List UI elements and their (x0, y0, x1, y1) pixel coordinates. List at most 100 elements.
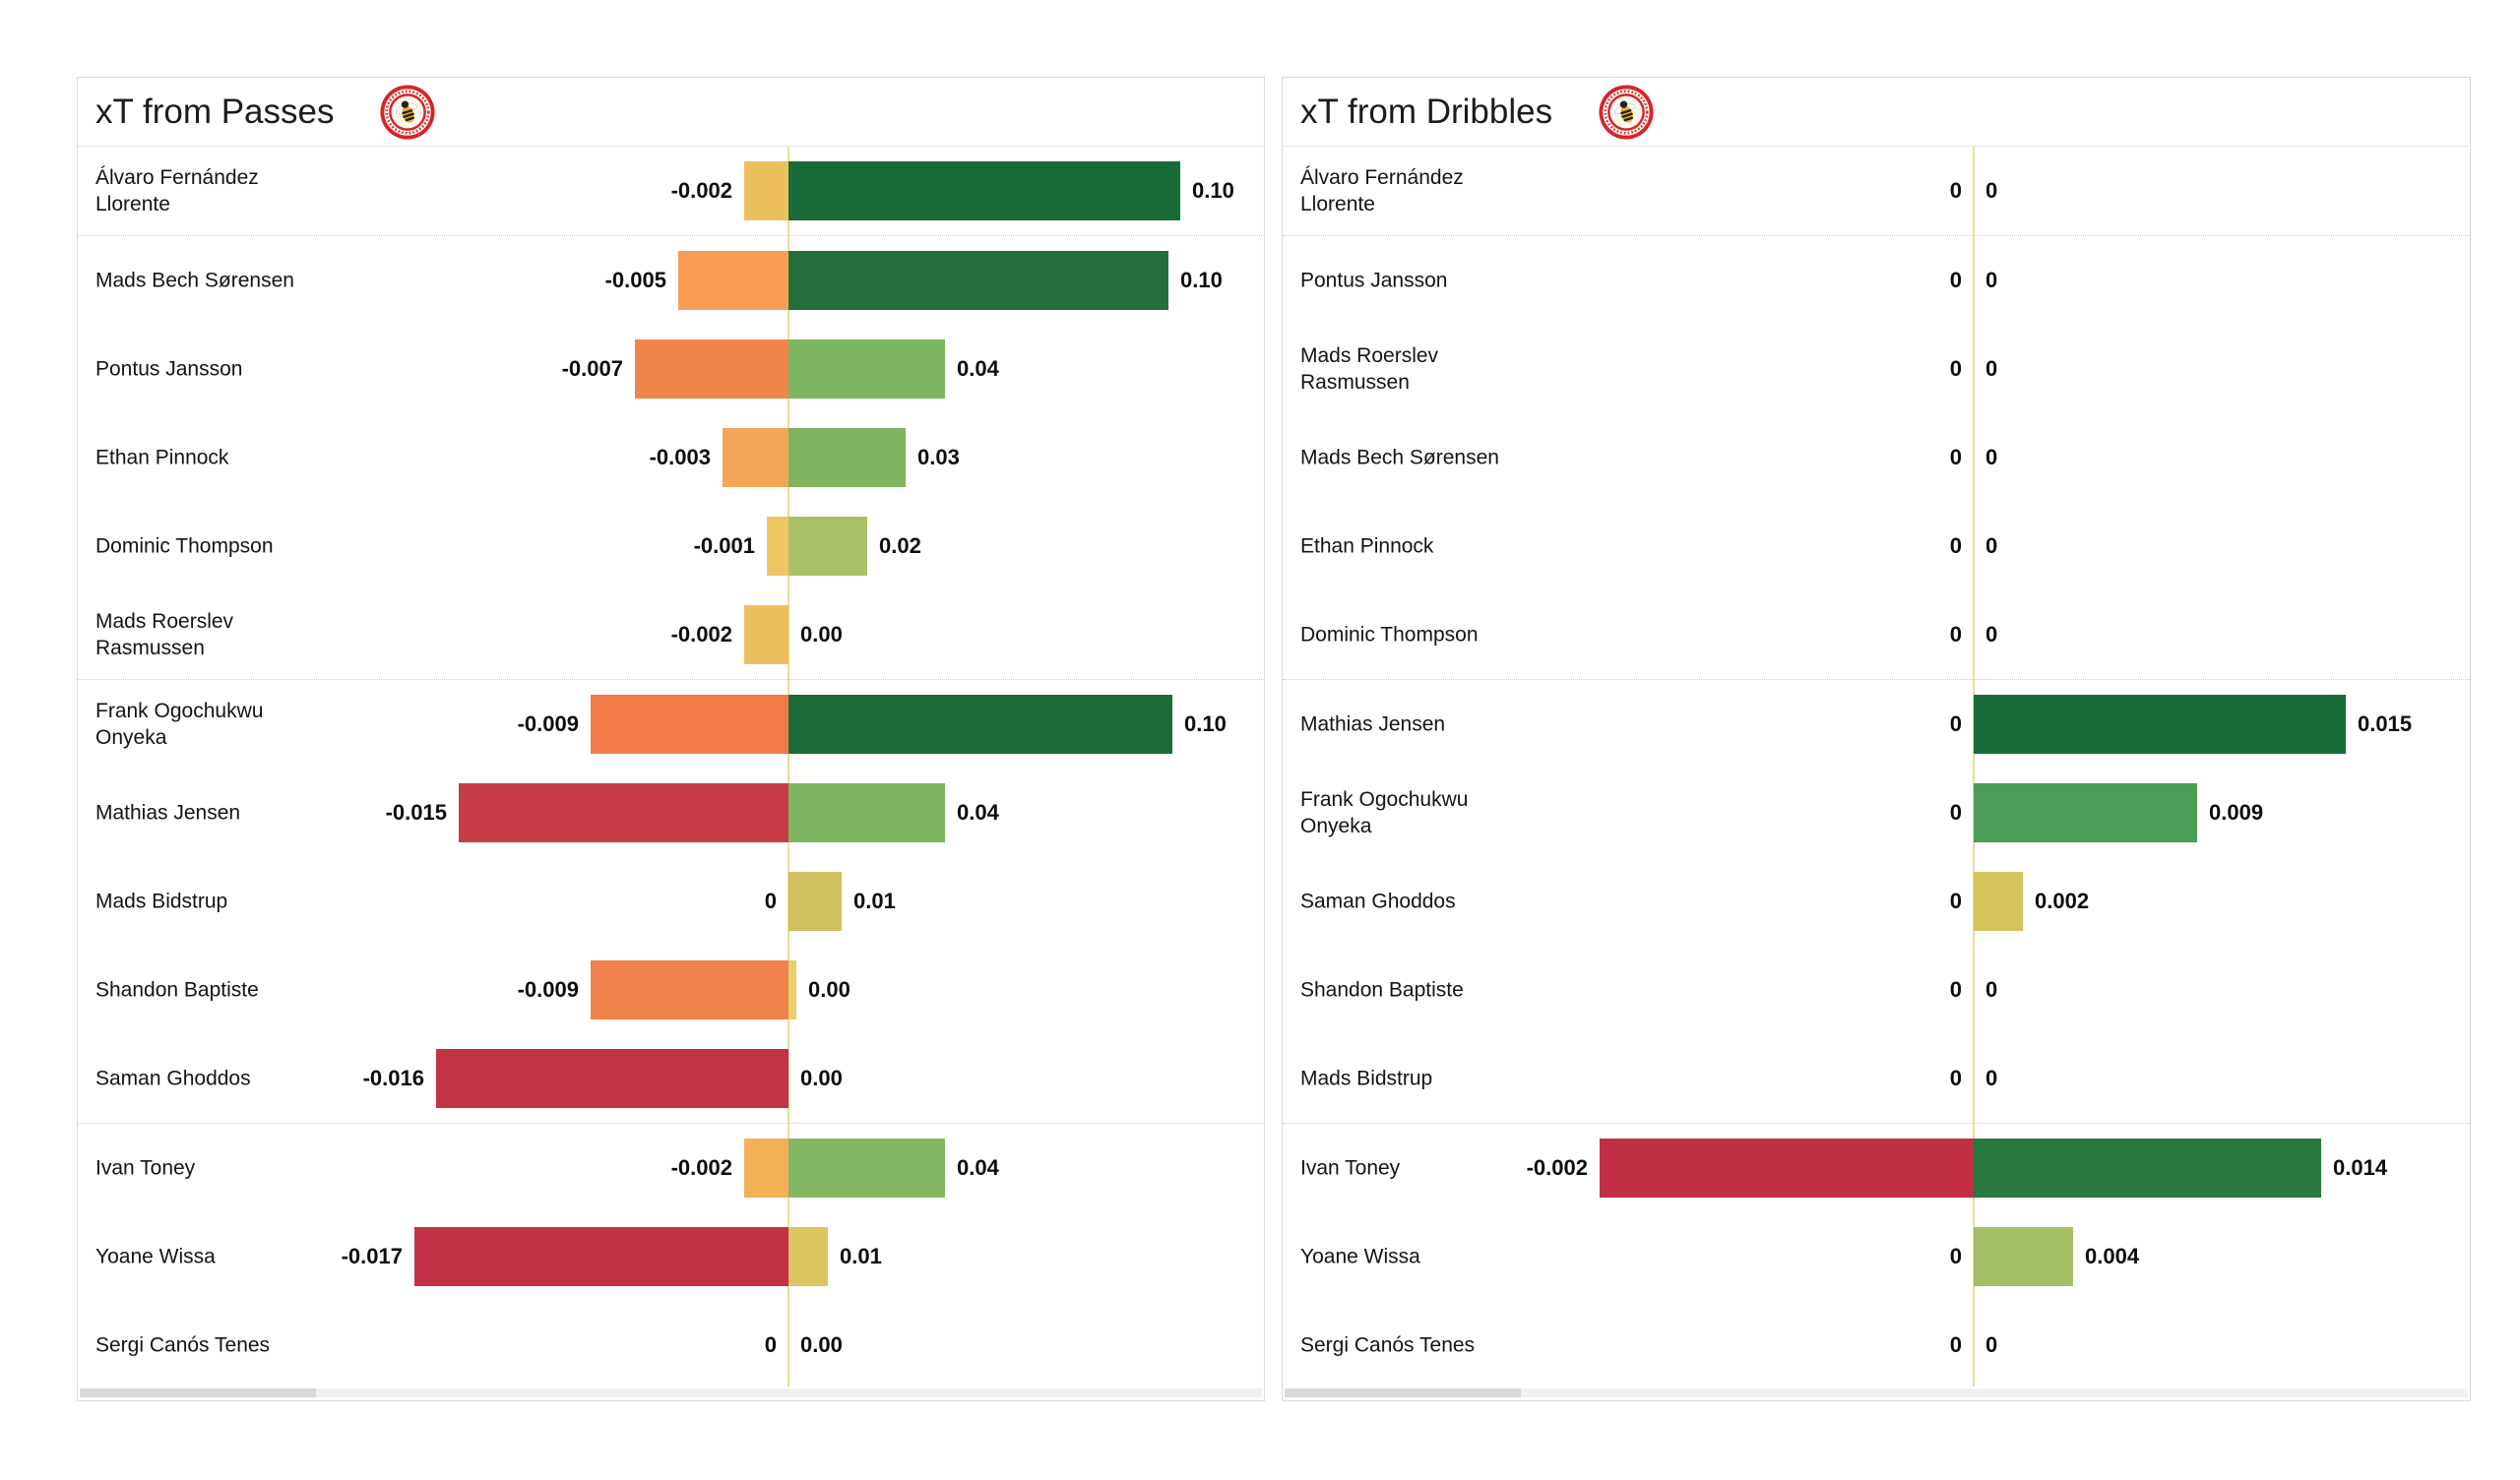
player-row: Sergi Canós Tenes 0 0 (1283, 1301, 2470, 1389)
positive-bar (788, 339, 945, 399)
player-row: Saman Ghoddos 0 0.002 (1283, 857, 2470, 946)
positive-value-label: 0.04 (957, 800, 999, 825)
player-name: Frank Ogochukwu Onyeka (1300, 788, 1469, 837)
negative-bar (436, 1049, 788, 1108)
negative-bar (1600, 1139, 1974, 1198)
player-name: Dominic Thompson (95, 534, 274, 558)
player-group-defenders: Mads Bech Sørensen -0.005 0.10 Pontus Janss… (78, 235, 1264, 679)
horizontal-scrollbar-thumb[interactable] (1285, 1388, 1521, 1397)
negative-value-label: -0.005 (604, 268, 666, 292)
negative-bar (635, 339, 788, 399)
player-name: Álvaro Fernández Llorente (1300, 166, 1464, 216)
player-name: Mads Bech Sørensen (95, 269, 294, 292)
player-row: Shandon Baptiste -0.009 0.00 (78, 946, 1264, 1034)
positive-bar (1974, 872, 2023, 931)
positive-value-label: 0.01 (853, 889, 896, 913)
player-group-goalkeeper: Álvaro Fernández Llorente 0 0 (1283, 147, 2470, 235)
negative-value-label: -0.003 (649, 445, 711, 469)
player-row: Ivan Toney -0.002 0.014 (1283, 1124, 2470, 1212)
positive-bar (788, 783, 945, 842)
positive-bar (788, 695, 1172, 754)
positive-bar (788, 1139, 945, 1198)
positive-value-label: 0 (1985, 1066, 1998, 1090)
player-name: Saman Ghoddos (1300, 890, 1456, 913)
negative-value-label: -0.002 (670, 178, 732, 203)
negative-bar (414, 1227, 788, 1286)
player-name: Yoane Wissa (1300, 1245, 1420, 1268)
horizontal-scrollbar-track (1285, 1388, 2468, 1397)
positive-bar (788, 1227, 828, 1286)
player-row: Dominic Thompson 0 0 (1283, 590, 2470, 679)
positive-bar (788, 251, 1168, 310)
player-row: Shandon Baptiste 0 0 (1283, 946, 2470, 1034)
negative-value-label: 0 (1949, 622, 1962, 647)
player-row: Frank Ogochukwu Onyeka 0 0.009 (1283, 769, 2470, 857)
panel-xt-passes: xT from Passes Álvaro Fernández Llorente… (77, 77, 1265, 1401)
player-name: Mads Bech Sørensen (1300, 446, 1499, 469)
negative-value-label: 0 (1949, 977, 1962, 1002)
positive-value-label: 0.01 (840, 1244, 882, 1268)
negative-bar (744, 605, 788, 664)
zero-axis-line (788, 147, 789, 1387)
positive-value-label: 0.00 (800, 1332, 843, 1357)
positive-bar (1974, 1227, 2073, 1286)
horizontal-scrollbar-track (80, 1388, 1262, 1397)
positive-value-label: 0 (1985, 533, 1998, 558)
player-name: Ivan Toney (95, 1156, 196, 1180)
player-group-goalkeeper: Álvaro Fernández Llorente -0.002 0.10 (78, 147, 1264, 235)
panel-header: xT from Dribbles (1283, 78, 2470, 147)
player-row: Álvaro Fernández Llorente 0 0 (1283, 147, 2470, 235)
player-row: Mads Bidstrup 0 0.01 (78, 857, 1264, 946)
positive-bar (788, 960, 796, 1019)
positive-value-label: 0 (1985, 445, 1998, 469)
horizontal-scrollbar-thumb[interactable] (80, 1388, 316, 1397)
page-title: xT from Passes (95, 92, 335, 131)
negative-value-label: 0 (1949, 1332, 1962, 1357)
player-name: Álvaro Fernández Llorente (95, 166, 259, 216)
player-row: Pontus Jansson 0 0 (1283, 236, 2470, 325)
negative-bar (767, 517, 788, 576)
player-row: Mathias Jensen 0 0.015 (1283, 680, 2470, 769)
positive-bar (1974, 783, 2197, 842)
player-name: Sergi Canós Tenes (1300, 1333, 1476, 1357)
positive-value-label: 0.03 (917, 445, 960, 469)
negative-value-label: 0 (1949, 356, 1962, 381)
player-name: Mads Bidstrup (95, 890, 228, 913)
player-name: Ethan Pinnock (1300, 534, 1434, 558)
negative-bar (744, 1139, 788, 1198)
player-name: Shandon Baptiste (95, 978, 259, 1002)
player-row: Mads Roerslev Rasmussen -0.002 0.00 (78, 590, 1264, 679)
positive-value-label: 0.009 (2209, 800, 2264, 825)
player-group-defenders: Pontus Jansson 0 0 Mads Roerslev Rasmussen 0… (1283, 235, 2470, 679)
player-row: Ethan Pinnock 0 0 (1283, 502, 2470, 590)
negative-bar (459, 783, 788, 842)
player-row: Ivan Toney -0.002 0.04 (78, 1124, 1264, 1212)
negative-bar (744, 161, 788, 220)
negative-value-label: 0 (1949, 268, 1962, 292)
negative-value-label: 0 (1949, 1066, 1962, 1090)
player-group-forwards: Ivan Toney -0.002 0.04 Yoane Wissa -0.017 0.0… (78, 1123, 1264, 1389)
positive-value-label: 0.004 (2085, 1244, 2140, 1268)
bar-rows-area: Álvaro Fernández Llorente 0 0 Pontus Jansso… (1283, 147, 2470, 1387)
player-name: Mathias Jensen (95, 801, 241, 825)
player-name: Mads Roerslev Rasmussen (1300, 344, 1439, 394)
player-row: Mads Roerslev Rasmussen 0 0 (1283, 325, 2470, 413)
player-group-forwards: Ivan Toney -0.002 0.014 Yoane Wissa 0 0.004 Se… (1283, 1123, 2470, 1389)
positive-value-label: 0.002 (2035, 889, 2090, 913)
negative-value-label: 0 (1949, 800, 1962, 825)
negative-value-label: 0 (1949, 1244, 1962, 1268)
player-group-midfielders: Frank Ogochukwu Onyeka -0.009 0.10 Mathias … (78, 679, 1264, 1123)
positive-value-label: 0 (1985, 622, 1998, 647)
player-name: Pontus Jansson (1300, 269, 1448, 292)
positive-value-label: 0 (1985, 268, 1998, 292)
player-name: Dominic Thompson (1300, 623, 1479, 647)
player-row: Mads Bidstrup 0 0 (1283, 1034, 2470, 1123)
negative-value-label: -0.001 (693, 533, 755, 558)
positive-value-label: 0.00 (800, 1066, 843, 1090)
negative-bar (678, 251, 788, 310)
player-row: Mathias Jensen -0.015 0.04 (78, 769, 1264, 857)
negative-bar (591, 695, 788, 754)
player-name: Saman Ghoddos (95, 1067, 251, 1090)
player-name: Mads Bidstrup (1300, 1067, 1433, 1090)
bar-rows-area: Álvaro Fernández Llorente -0.002 0.10 Mads … (78, 147, 1264, 1387)
